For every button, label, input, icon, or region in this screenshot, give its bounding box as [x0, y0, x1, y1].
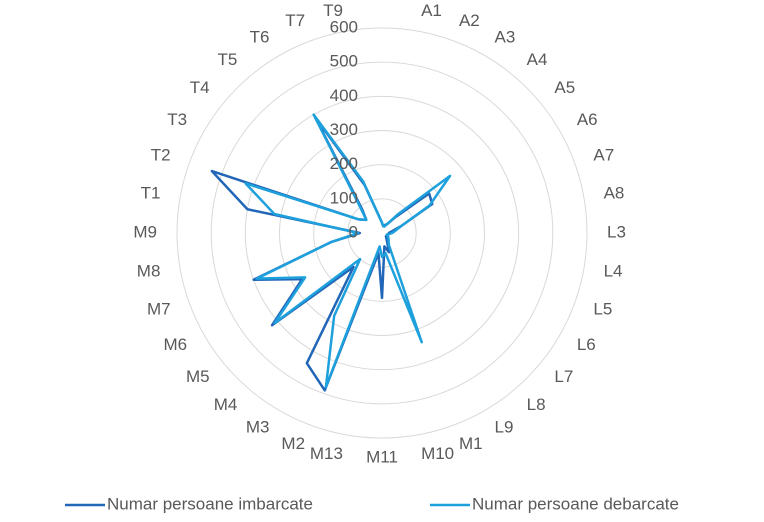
category-label: L5: [593, 299, 612, 318]
y-tick-label: 600: [330, 17, 358, 36]
category-label: A6: [577, 110, 598, 129]
category-label: L4: [604, 262, 623, 281]
grid-ring: [176, 27, 588, 439]
category-label: L6: [577, 335, 596, 354]
category-label: L9: [495, 417, 514, 436]
grid-ring: [279, 130, 485, 336]
category-label: T7: [285, 11, 305, 30]
category-label: T2: [151, 146, 171, 165]
series-line: [210, 116, 434, 392]
y-tick-label: 500: [330, 52, 358, 71]
category-label: M8: [137, 262, 161, 281]
category-label: T6: [250, 28, 270, 47]
category-label: A5: [554, 78, 575, 97]
category-label: T4: [190, 78, 210, 97]
category-label: T9: [323, 1, 343, 20]
legend-label: Numar persoane debarcate: [472, 494, 679, 513]
category-label: L3: [607, 222, 626, 241]
y-tick-label: 200: [330, 154, 358, 173]
category-label: M7: [147, 299, 171, 318]
grid-ring: [210, 61, 554, 405]
category-label: M11: [366, 447, 398, 466]
y-tick-label: 0: [349, 222, 358, 241]
category-label: T5: [218, 50, 238, 69]
category-label: A4: [527, 50, 548, 69]
category-label: M1: [459, 434, 483, 453]
category-label: A7: [593, 146, 614, 165]
y-tick-label: 400: [330, 86, 358, 105]
y-tick-label: 100: [330, 188, 358, 207]
legend-label: Numar persoane imbarcate: [107, 494, 313, 513]
category-label: M10: [421, 444, 454, 463]
category-label: M13: [310, 444, 343, 463]
category-label: M6: [164, 335, 188, 354]
grid-ring: [347, 198, 417, 268]
category-label: T1: [141, 183, 161, 202]
category-label: A3: [495, 28, 516, 47]
grid-ring: [313, 164, 451, 302]
category-label: A1: [421, 1, 442, 20]
grid-ring: [244, 95, 520, 371]
category-label: M3: [246, 417, 270, 436]
series-line: [244, 113, 452, 389]
category-label: M4: [214, 395, 238, 414]
y-tick-label: 300: [330, 120, 358, 139]
category-label: M9: [133, 222, 157, 241]
category-label: M2: [281, 434, 305, 453]
category-label: A8: [604, 183, 625, 202]
category-label: A2: [459, 11, 480, 30]
category-label: M5: [186, 367, 210, 386]
category-label: L7: [554, 367, 573, 386]
category-label: L8: [527, 395, 546, 414]
category-label: T3: [167, 110, 187, 129]
